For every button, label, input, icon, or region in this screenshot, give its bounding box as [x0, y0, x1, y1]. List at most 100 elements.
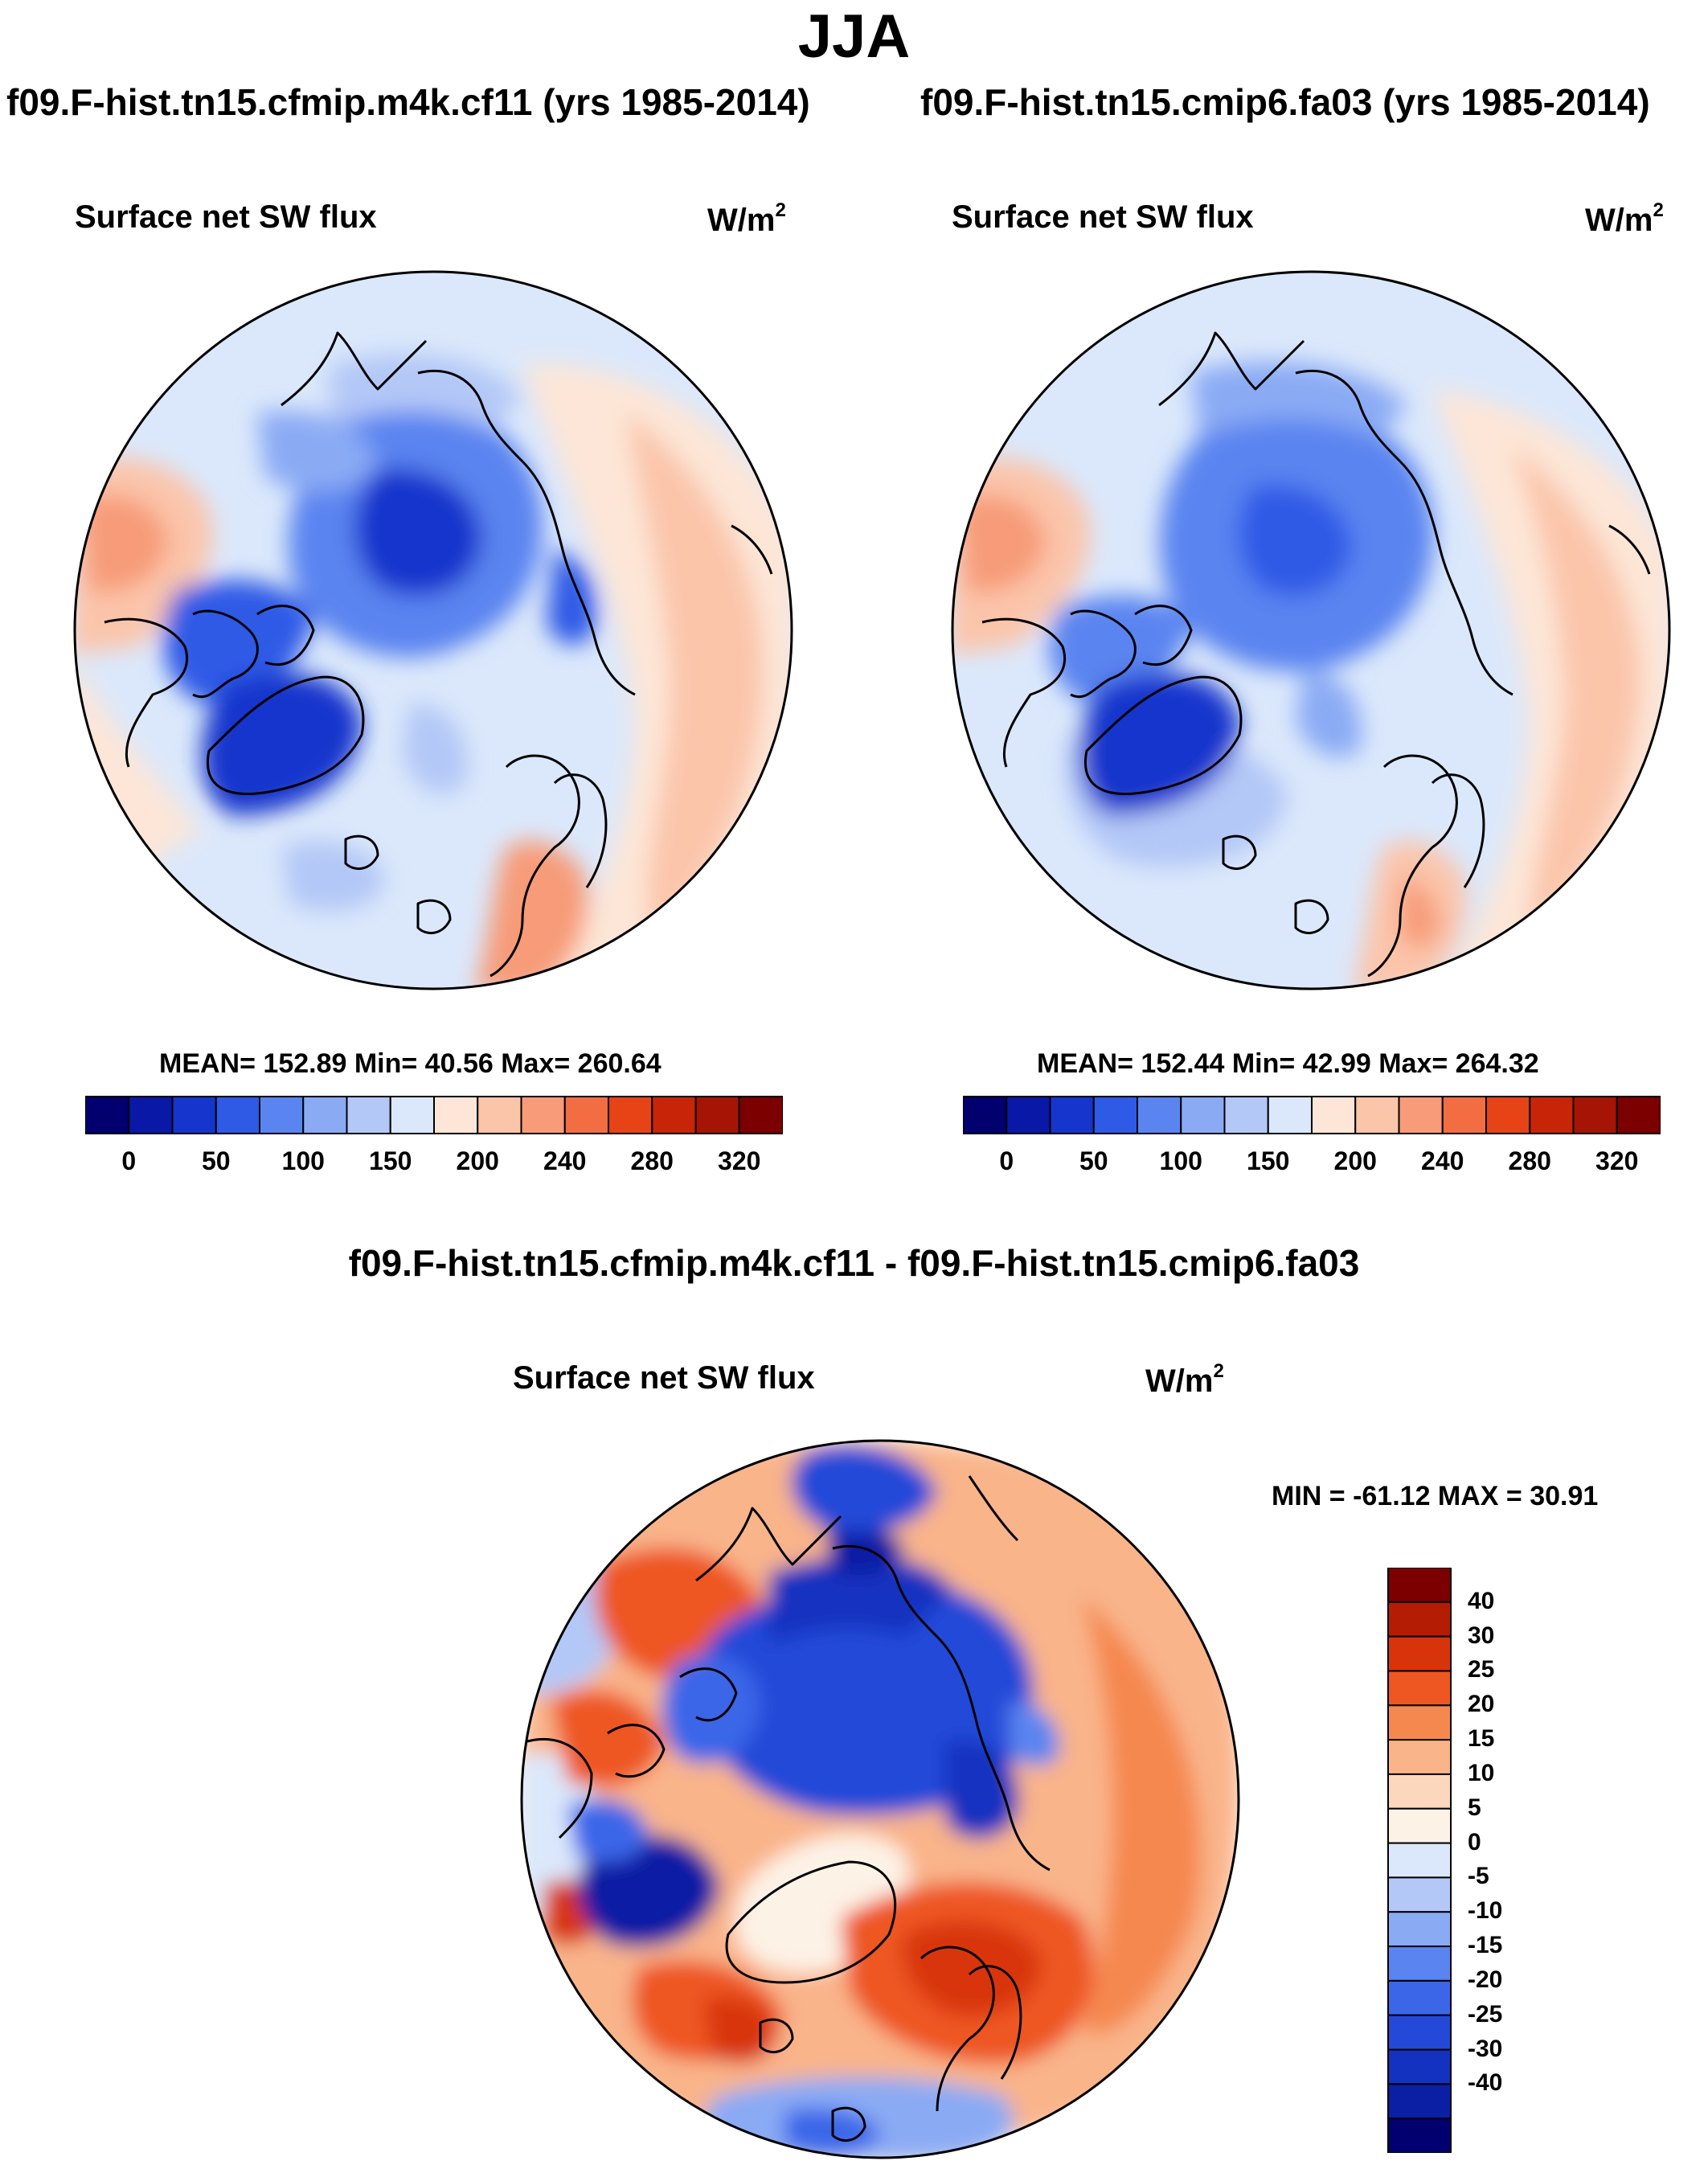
panel1-colorbar-swatch [259, 1096, 305, 1134]
panel1-colorbar-swatch [520, 1096, 566, 1134]
panel2-colorbar-swatch [1049, 1096, 1095, 1134]
diff-colorbar-swatch [1387, 1979, 1452, 2016]
diff-colorbar-swatch [1387, 2048, 1452, 2085]
diff-colorbar-swatch [1387, 1773, 1452, 1810]
diff-unit-label: W/m2 [1145, 1360, 1224, 1399]
panel2-colorbar-tick-label: 320 [1595, 1146, 1639, 1175]
panel1-colorbar-tick-label: 280 [630, 1146, 674, 1175]
panel2-colorbar-swatch [1180, 1096, 1226, 1134]
diff-colorbar-tick-label: 40 [1468, 1587, 1495, 1614]
panel2-colorbar-swatch [1572, 1096, 1618, 1134]
diff-colorbar-swatch [1387, 1911, 1452, 1948]
diff-colorbar-tick-label: -25 [1468, 2000, 1503, 2028]
panel1-colorbar-tick-label: 100 [281, 1146, 325, 1175]
diff-colorbar-tick-label: -10 [1468, 1897, 1503, 1925]
diff-colorbar-swatch [1387, 1670, 1452, 1707]
diff-colorbar-tick-label: 10 [1468, 1759, 1495, 1786]
panel1-colorbar-tick-label: 150 [369, 1146, 412, 1175]
panel1-colorbar [85, 1096, 783, 1134]
diff-colorbar-swatch [1387, 1568, 1452, 1603]
panel2-colorbar-swatch [1485, 1096, 1531, 1134]
panel2-colorbar-ticks: 0 50 100 150 200 240 280 320 [963, 1146, 1661, 1179]
diff-colorbar-tick-label: -40 [1468, 2069, 1503, 2097]
panel1-colorbar-swatch [651, 1096, 697, 1134]
panel2-polar-map [951, 270, 1671, 990]
panel2-colorbar-swatch [1616, 1096, 1661, 1134]
diff-polar-map [520, 1439, 1240, 2159]
panel1-variable-label: Surface net SW flux [75, 199, 377, 235]
diff-colorbar-swatch [1387, 1807, 1452, 1844]
panel2-colorbar-tick-label: 50 [1079, 1146, 1108, 1175]
panel1-colorbar-tick-label: 0 [121, 1146, 137, 1175]
panel1-colorbar-swatch [433, 1096, 479, 1134]
panel1-colorbar-swatch [738, 1096, 783, 1134]
diff-colorbar-tick-label: 5 [1468, 1794, 1481, 1821]
diff-colorbar-tick-label: 20 [1468, 1691, 1495, 1718]
panel1-colorbar-swatch [85, 1096, 130, 1134]
panel2-colorbar-swatch [1441, 1096, 1487, 1134]
diff-colorbar-swatch [1387, 1704, 1452, 1741]
panel2-colorbar [963, 1096, 1661, 1134]
panel1-colorbar-swatch [608, 1096, 653, 1134]
page-title: JJA [797, 2, 911, 71]
panel1-colorbar-swatch [128, 1096, 174, 1134]
panel1-stats: MEAN= 152.89 Min= 40.56 Max= 260.64 [159, 1048, 661, 1079]
panel2-colorbar-swatch [1529, 1096, 1575, 1134]
diff-colorbar-tick-label: 25 [1468, 1656, 1495, 1683]
panel2-colorbar-swatch [1092, 1096, 1138, 1134]
panel1-colorbar-swatch [215, 1096, 260, 1134]
panel2-run-title: f09.F-hist.tn15.cmip6.fa03 (yrs 1985-201… [920, 81, 1650, 123]
panel2-colorbar-swatch [1006, 1096, 1051, 1134]
panel1-colorbar-tick-label: 200 [456, 1146, 499, 1175]
panel1-colorbar-swatch [389, 1096, 435, 1134]
panel1-colorbar-tick-label: 240 [543, 1146, 587, 1175]
panel2-colorbar-swatch [1311, 1096, 1357, 1134]
diff-colorbar-swatch [1387, 1601, 1452, 1638]
diff-colorbar-swatch [1387, 1842, 1452, 1879]
panel1-unit-label: W/m2 [707, 199, 786, 238]
diff-colorbar-ticks: 40 30 25 20 15 10 5 0 -5 -10 -15 -20 -25 -30 -40 [1468, 1568, 1564, 2153]
diff-colorbar-swatch [1387, 1635, 1452, 1672]
diff-colorbar-tick-label: 0 [1468, 1828, 1481, 1855]
panel2-colorbar-swatch [963, 1096, 1008, 1134]
diff-colorbar-tick-label: -20 [1468, 1966, 1503, 1993]
panel1-colorbar-swatch [563, 1096, 609, 1134]
panel2-colorbar-tick-label: 100 [1159, 1146, 1202, 1175]
panel1-colorbar-swatch [346, 1096, 391, 1134]
panel2-colorbar-swatch [1354, 1096, 1400, 1134]
panel1-run-title: f09.F-hist.tn15.cfmip.m4k.cf11 (yrs 1985… [6, 81, 810, 123]
diff-colorbar-tick-label: -15 [1468, 1932, 1503, 1959]
diff-colorbar-tick-label: -5 [1468, 1863, 1489, 1890]
panel2-stats: MEAN= 152.44 Min= 42.99 Max= 264.32 [1037, 1048, 1539, 1079]
diff-colorbar-tick-label: 15 [1468, 1725, 1495, 1753]
panel2-unit-label: W/m2 [1585, 199, 1664, 238]
diff-colorbar-swatch [1387, 1739, 1452, 1775]
panel2-colorbar-swatch [1223, 1096, 1269, 1134]
panel2-colorbar-tick-label: 0 [999, 1146, 1014, 1175]
diff-panel-title: f09.F-hist.tn15.cfmip.m4k.cf11 - f09.F-h… [348, 1242, 1360, 1284]
panel2-colorbar-tick-label: 240 [1421, 1146, 1464, 1175]
panel1-polar-map [73, 270, 793, 990]
diff-variable-label: Surface net SW flux [513, 1360, 815, 1396]
diff-colorbar-swatch [1387, 2118, 1452, 2153]
diff-colorbar-swatch [1387, 2014, 1452, 2051]
panel1-colorbar-swatch [477, 1096, 522, 1134]
panel1-colorbar-tick-label: 50 [201, 1146, 231, 1175]
panel2-colorbar-tick-label: 200 [1333, 1146, 1377, 1175]
panel1-colorbar-swatch [694, 1096, 740, 1134]
panel2-colorbar-swatch [1398, 1096, 1444, 1134]
diff-colorbar-swatch [1387, 1876, 1452, 1913]
panel1-colorbar-ticks: 0 50 100 150 200 240 280 320 [85, 1146, 783, 1179]
panel2-colorbar-swatch [1267, 1096, 1313, 1134]
panel1-colorbar-swatch [171, 1096, 217, 1134]
panel1-colorbar-swatch [302, 1096, 348, 1134]
panel2-colorbar-tick-label: 150 [1247, 1146, 1290, 1175]
diff-colorbar-swatch [1387, 2083, 1452, 2120]
diff-colorbar-tick-label: 30 [1468, 1622, 1495, 1649]
diff-colorbar [1387, 1568, 1452, 2153]
panel2-variable-label: Surface net SW flux [952, 199, 1254, 235]
panel2-colorbar-swatch [1137, 1096, 1182, 1134]
diff-colorbar-tick-label: -30 [1468, 2035, 1503, 2062]
panel2-colorbar-tick-label: 280 [1508, 1146, 1551, 1175]
panel1-colorbar-tick-label: 320 [718, 1146, 761, 1175]
